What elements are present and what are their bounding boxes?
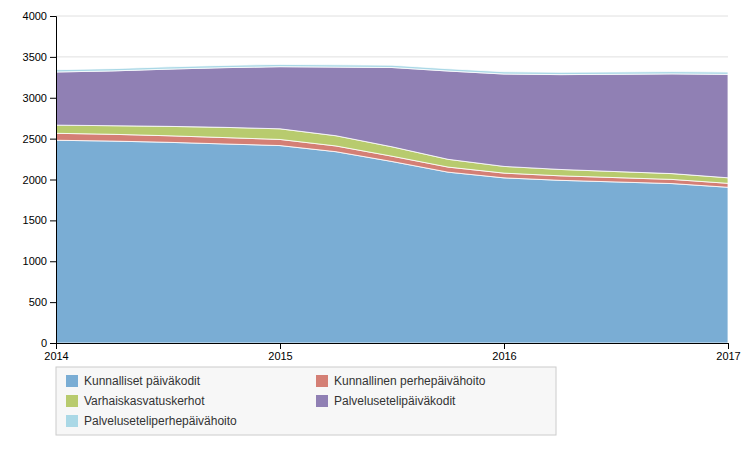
legend-label: Palvelusetelipäiväkodit <box>334 394 456 408</box>
tick-label: 2015 <box>268 350 292 362</box>
tick: 2014 <box>44 343 68 362</box>
tick-mark <box>50 16 56 17</box>
tick: 2017 <box>716 343 740 362</box>
tick: 0 <box>41 337 56 349</box>
tick-mark <box>504 343 505 349</box>
tick: 2500 <box>23 133 56 145</box>
grid-line <box>56 56 728 57</box>
tick: 2016 <box>492 343 516 362</box>
tick-mark <box>728 343 729 349</box>
tick-mark <box>50 180 56 181</box>
tick-mark <box>280 343 281 349</box>
tick-mark <box>50 302 56 303</box>
chart: 2014 2015 2016 2017 0 500 1000 1500 2000 2500 3000… <box>0 0 752 451</box>
tick-label: 1500 <box>23 214 47 226</box>
plot: 2014 2015 2016 2017 0 500 1000 1500 2000 2500 3000… <box>23 10 741 362</box>
x-axis: 2014 2015 2016 2017 <box>44 343 740 362</box>
tick-mark <box>50 139 56 140</box>
tick: 2000 <box>23 174 56 186</box>
tick-label: 2016 <box>492 350 516 362</box>
grid <box>56 16 728 343</box>
area <box>56 64 728 74</box>
tick-label: 2000 <box>23 174 47 186</box>
legend-item: Varhaiskasvatuskerhot <box>66 394 205 408</box>
tick-label: 500 <box>29 296 47 308</box>
axis-line <box>57 344 729 350</box>
tick-label: 2014 <box>44 350 68 362</box>
legend-item: Kunnallinen perhepäivähoito <box>316 374 486 388</box>
tick: 3500 <box>23 51 56 63</box>
legend-box <box>56 367 556 435</box>
y-axis: 0 500 1000 1500 2000 2500 3000 3500 4000 <box>23 10 57 349</box>
legend-item: Palveluseteliperhepäivähoito <box>66 414 237 428</box>
axis-line <box>50 17 57 344</box>
tick-mark <box>50 220 56 221</box>
legend-swatch <box>66 375 78 387</box>
tick-label: 1000 <box>23 255 47 267</box>
tick-label: 2500 <box>23 133 47 145</box>
tick-mark <box>50 57 56 58</box>
tick-label: 0 <box>41 337 47 349</box>
legend-label: Palveluseteliperhepäivähoito <box>84 414 237 428</box>
tick-label: 3500 <box>23 51 47 63</box>
tick-mark <box>50 343 56 344</box>
legend-swatch <box>66 395 78 407</box>
tick-label: 3000 <box>23 92 47 104</box>
tick-mark <box>50 261 56 262</box>
legend-item: Kunnalliset päiväkodit <box>66 374 201 388</box>
areas <box>56 64 728 343</box>
legend-label: Varhaiskasvatuskerhot <box>84 394 205 408</box>
tick: 4000 <box>23 10 56 22</box>
legend: Kunnalliset päiväkodit Kunnallinen perhep… <box>56 367 556 435</box>
tick: 3000 <box>23 92 56 104</box>
legend-label: Kunnallinen perhepäivähoito <box>334 374 486 388</box>
grid-line <box>56 16 728 17</box>
tick: 2015 <box>268 343 292 362</box>
tick: 1000 <box>23 255 56 267</box>
legend-swatch <box>316 375 328 387</box>
legend-swatch <box>66 415 78 427</box>
legend-label: Kunnalliset päiväkodit <box>84 374 201 388</box>
tick-label: 4000 <box>23 10 47 22</box>
area <box>56 67 728 178</box>
legend-swatch <box>316 395 328 407</box>
tick: 500 <box>29 296 56 308</box>
tick-label: 2017 <box>716 350 740 362</box>
tick-mark <box>50 98 56 99</box>
legend-item: Palvelusetelipäiväkodit <box>316 394 456 408</box>
tick: 1500 <box>23 214 56 226</box>
